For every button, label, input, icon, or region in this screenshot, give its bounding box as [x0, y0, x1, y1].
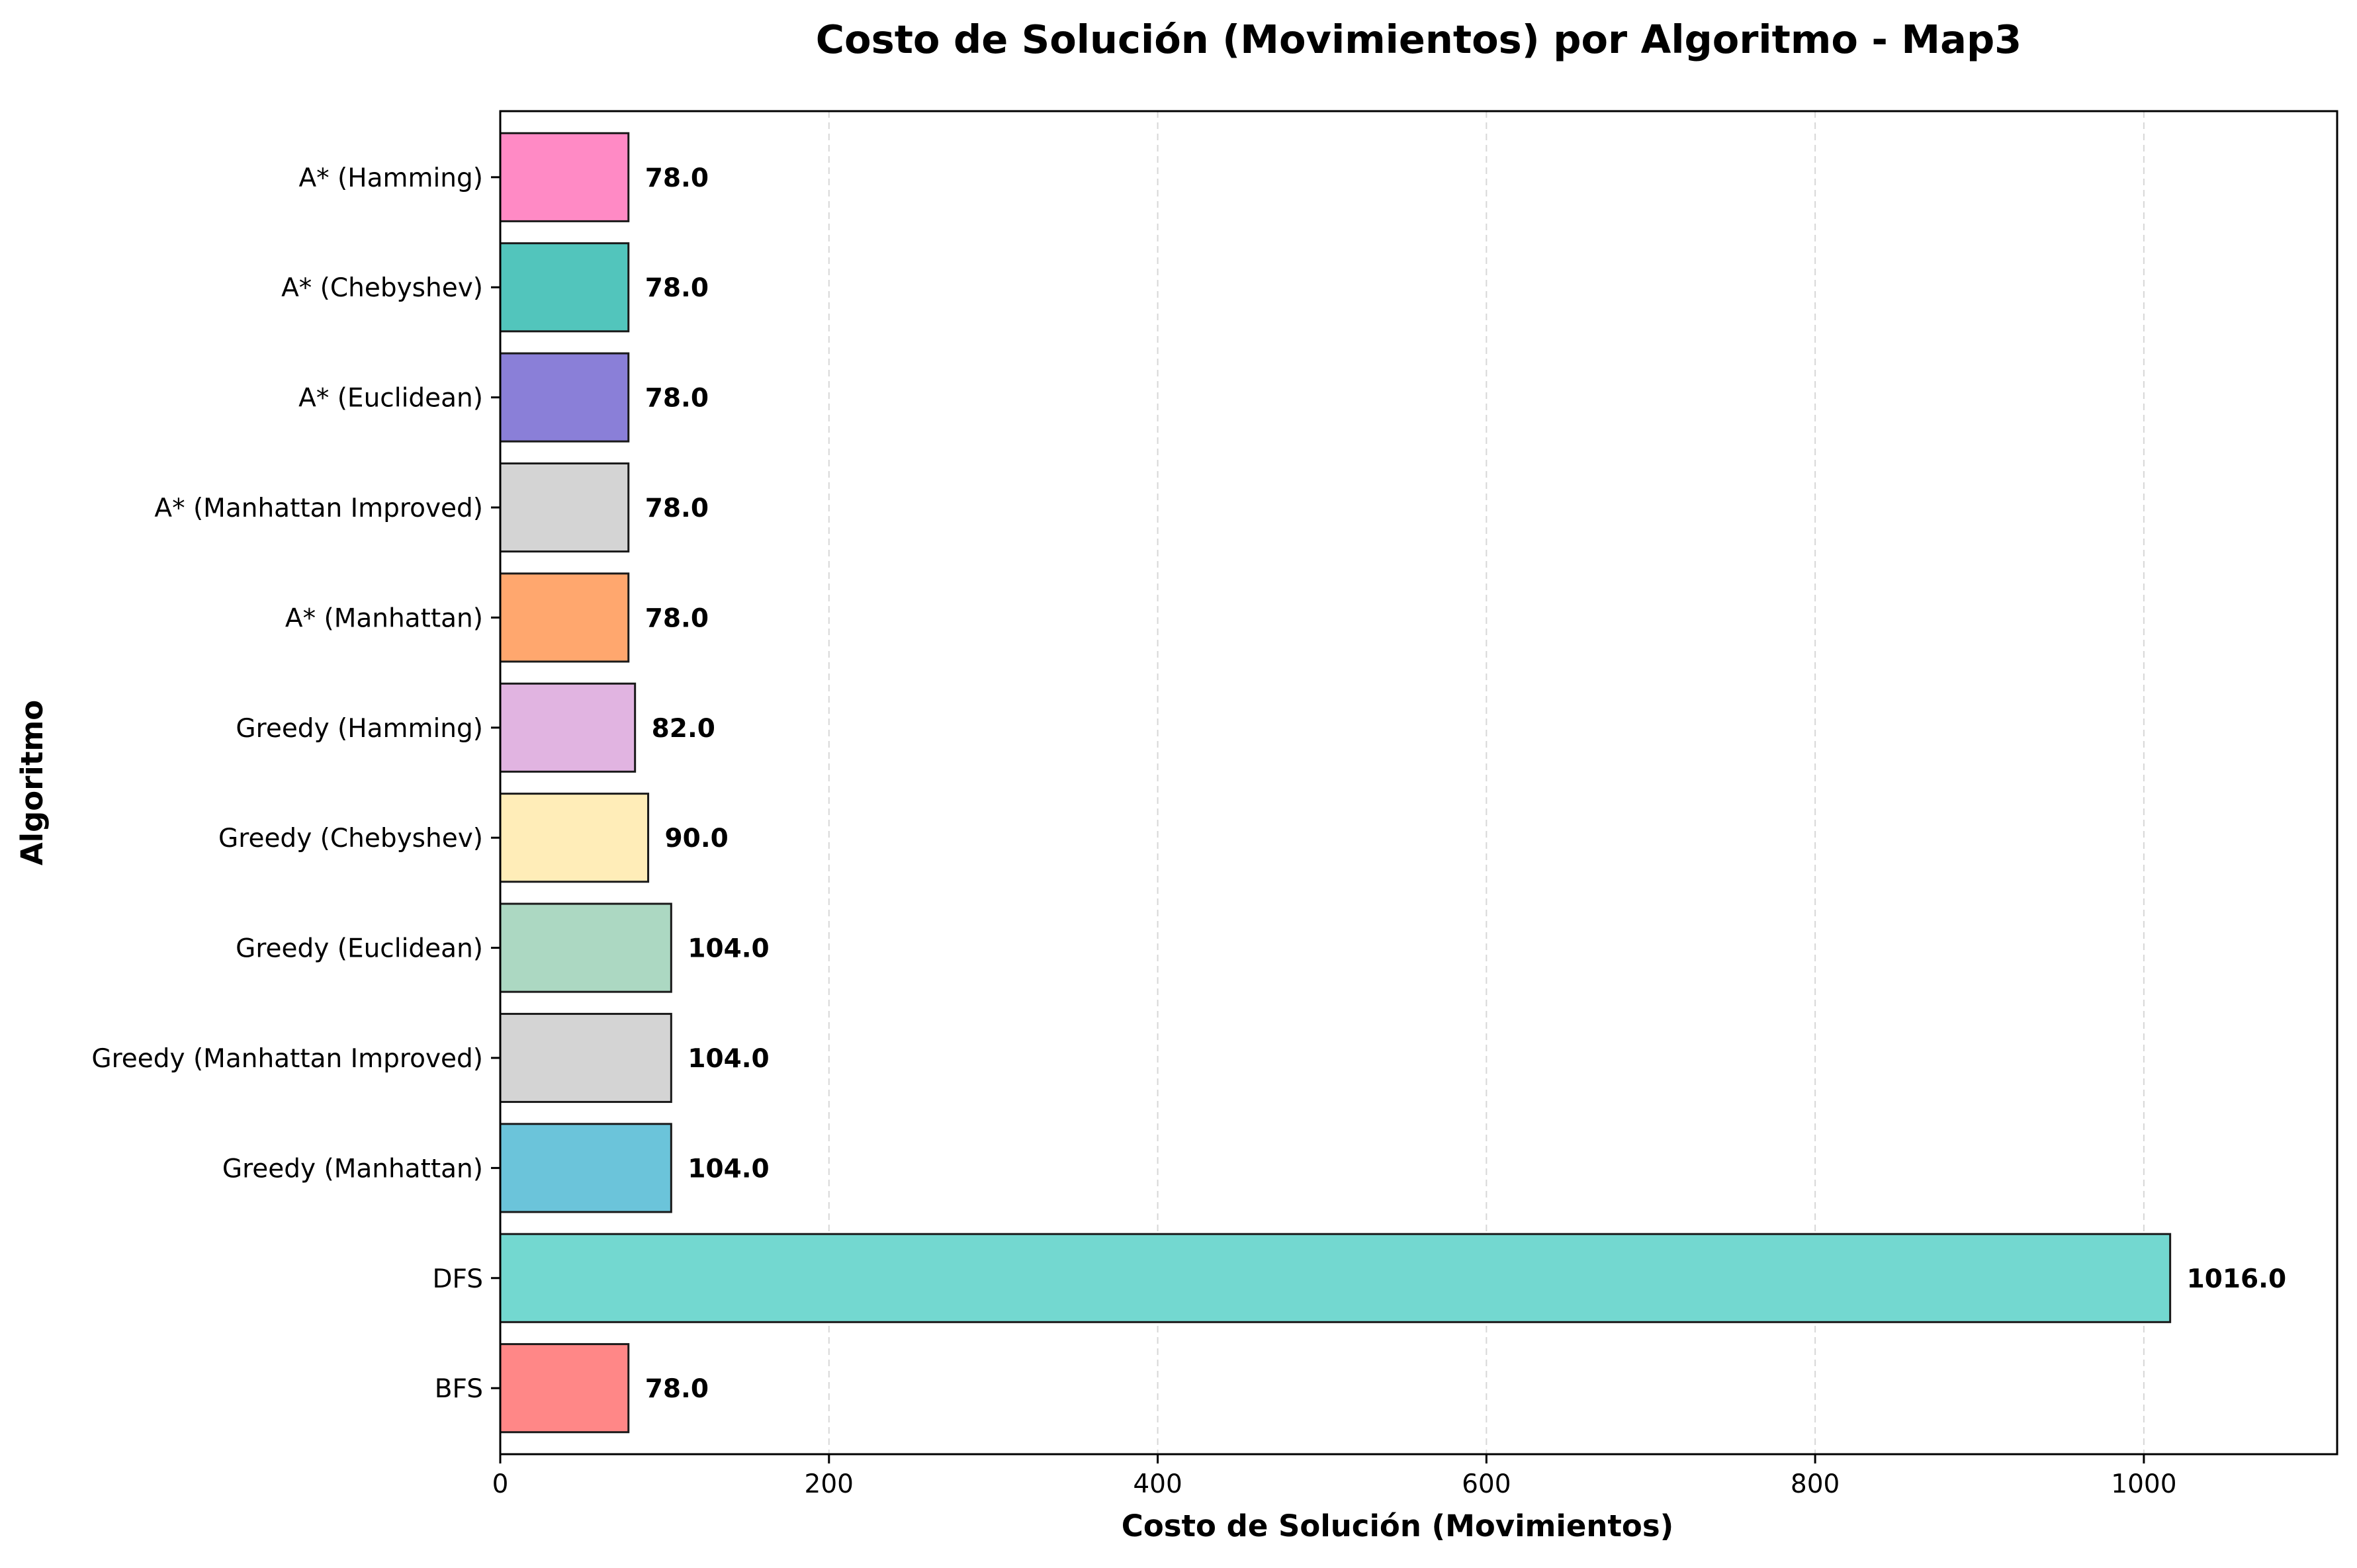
bar: [499, 572, 630, 663]
y-tick-label: A* (Chebyshev): [281, 273, 483, 303]
y-tick-label: A* (Manhattan): [285, 603, 483, 633]
y-tick-label: BFS: [435, 1374, 483, 1404]
x-tick-label: 200: [805, 1469, 854, 1499]
bar: [499, 1123, 672, 1213]
data-label: 90.0: [665, 824, 729, 853]
data-label: 78.0: [645, 1374, 709, 1404]
x-tick-label: 800: [1791, 1469, 1840, 1499]
y-tick-label: Greedy (Euclidean): [236, 934, 483, 964]
bar: [499, 793, 650, 883]
data-label: 78.0: [645, 384, 709, 414]
data-label: 82.0: [652, 714, 715, 744]
data-label: 104.0: [688, 1154, 769, 1184]
x-tick-label: 400: [1133, 1469, 1182, 1499]
y-tick-label: DFS: [432, 1264, 483, 1294]
bar: [499, 1233, 2172, 1323]
data-label: 104.0: [688, 1044, 769, 1074]
plot-frame: [499, 110, 2338, 1456]
data-label: 1016.0: [2187, 1264, 2287, 1294]
x-tick-label: 1000: [2111, 1469, 2176, 1499]
data-label: 104.0: [688, 934, 769, 964]
bars: [499, 132, 2172, 1434]
data-label: 78.0: [645, 163, 709, 193]
bar: [499, 682, 637, 773]
y-tick-label: A* (Hamming): [298, 163, 483, 193]
y-tick-label: Greedy (Chebyshev): [218, 824, 483, 853]
ticks: 0 200 400 600 800 1000 BFS DFS Greedy (Manhattan…: [91, 163, 2176, 1499]
x-axis-label: Costo de Solución (Movimientos): [1122, 1508, 1673, 1544]
data-labels: 78.0 1016.0 104.0 104.0 104.0 90.0 82.0 78.0 78.…: [645, 163, 2286, 1404]
y-tick-label: Greedy (Manhattan): [222, 1154, 483, 1184]
bar: [499, 352, 630, 443]
y-tick-label: A* (Manhattan Improved): [154, 494, 483, 523]
bar: [499, 462, 630, 553]
x-tick-label: 600: [1462, 1469, 1511, 1499]
data-label: 78.0: [645, 494, 709, 523]
bar: [499, 1343, 630, 1434]
data-label: 78.0: [645, 603, 709, 633]
y-tick-label: Greedy (Hamming): [236, 714, 483, 744]
y-tick-label: Greedy (Manhattan Improved): [91, 1044, 483, 1074]
data-label: 78.0: [645, 273, 709, 303]
bar: [499, 242, 630, 333]
bar: [499, 132, 630, 222]
y-tick-label: A* (Euclidean): [298, 384, 483, 414]
bar: [499, 1012, 672, 1104]
y-axis-label: Algoritmo: [15, 700, 50, 865]
chart-title: Costo de Solución (Movimientos) por Algo…: [816, 17, 2022, 62]
bar: [499, 902, 672, 993]
x-tick-label: 0: [492, 1469, 509, 1499]
